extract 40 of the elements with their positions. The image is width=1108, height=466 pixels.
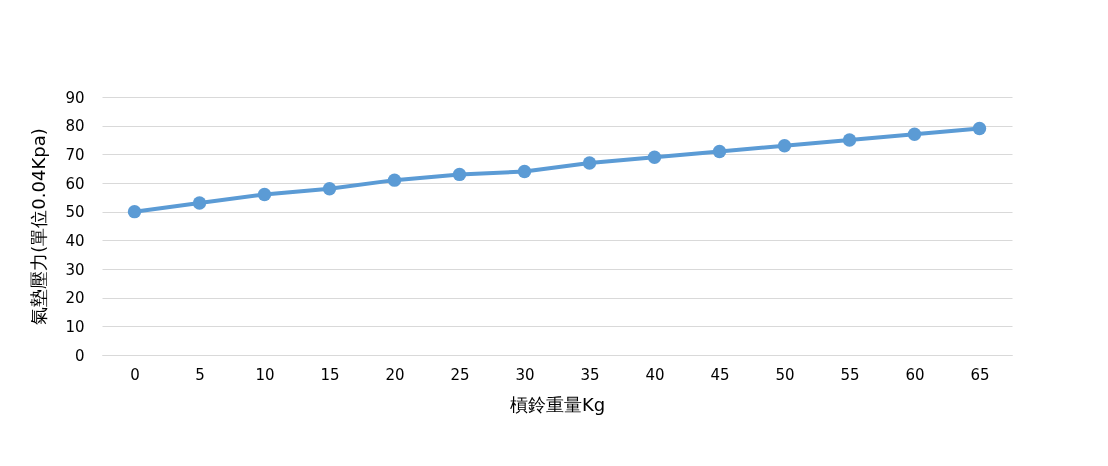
y-tick-label: 40 xyxy=(65,231,85,250)
point xyxy=(777,139,792,153)
y-tick-label: 70 xyxy=(65,145,85,164)
y-tick-label: 10 xyxy=(65,317,85,336)
point xyxy=(257,187,272,202)
y-tick-label: 30 xyxy=(65,260,85,279)
y-tick-label: 80 xyxy=(65,117,85,136)
point xyxy=(452,167,467,182)
x-tick-label: 0 xyxy=(130,365,140,384)
x-tick-label: 60 xyxy=(905,365,925,384)
x-axis-title: 槓鈴重量Kg xyxy=(509,393,606,415)
x-tick-label: 50 xyxy=(775,365,795,384)
x-tick-label: 65 xyxy=(970,365,990,384)
point xyxy=(907,127,922,141)
point xyxy=(842,133,857,147)
x-tick-label: 20 xyxy=(385,365,405,384)
x-tick-label: 35 xyxy=(580,365,600,384)
y-tick-label: 20 xyxy=(65,289,85,308)
y-tick-label: 60 xyxy=(65,174,85,193)
point xyxy=(647,150,662,164)
x-tick-label: 45 xyxy=(710,365,730,384)
y-tick-label: 90 xyxy=(65,88,85,107)
x-tick-label: 40 xyxy=(645,365,665,384)
x-tick-label: 10 xyxy=(255,365,275,384)
point xyxy=(322,182,337,196)
x-tick-label: 5 xyxy=(195,365,205,384)
x-tick-label: 15 xyxy=(320,365,340,384)
point xyxy=(387,173,402,187)
point xyxy=(972,121,987,136)
y-axis-title: 氣墊壓力(單位0.04Kpa) xyxy=(28,128,50,325)
point xyxy=(127,204,142,219)
point xyxy=(582,156,597,170)
y-tick-label: 50 xyxy=(65,203,85,222)
point xyxy=(712,144,727,159)
x-tick-label: 25 xyxy=(450,365,470,384)
point xyxy=(192,196,207,210)
y-tick-label: 0 xyxy=(74,346,85,365)
x-tick-label: 30 xyxy=(515,365,535,384)
x-tick-label: 55 xyxy=(840,365,860,384)
point xyxy=(517,164,532,179)
